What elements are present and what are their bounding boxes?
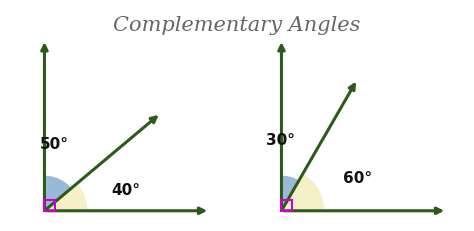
Wedge shape	[282, 176, 299, 211]
Text: 30°: 30°	[265, 132, 295, 147]
Text: 40°: 40°	[111, 182, 140, 197]
Text: 60°: 60°	[343, 170, 372, 185]
Text: 50°: 50°	[40, 136, 69, 151]
Wedge shape	[45, 183, 87, 211]
Text: Complementary Angles: Complementary Angles	[113, 16, 361, 35]
Wedge shape	[282, 174, 324, 211]
Wedge shape	[45, 176, 71, 211]
